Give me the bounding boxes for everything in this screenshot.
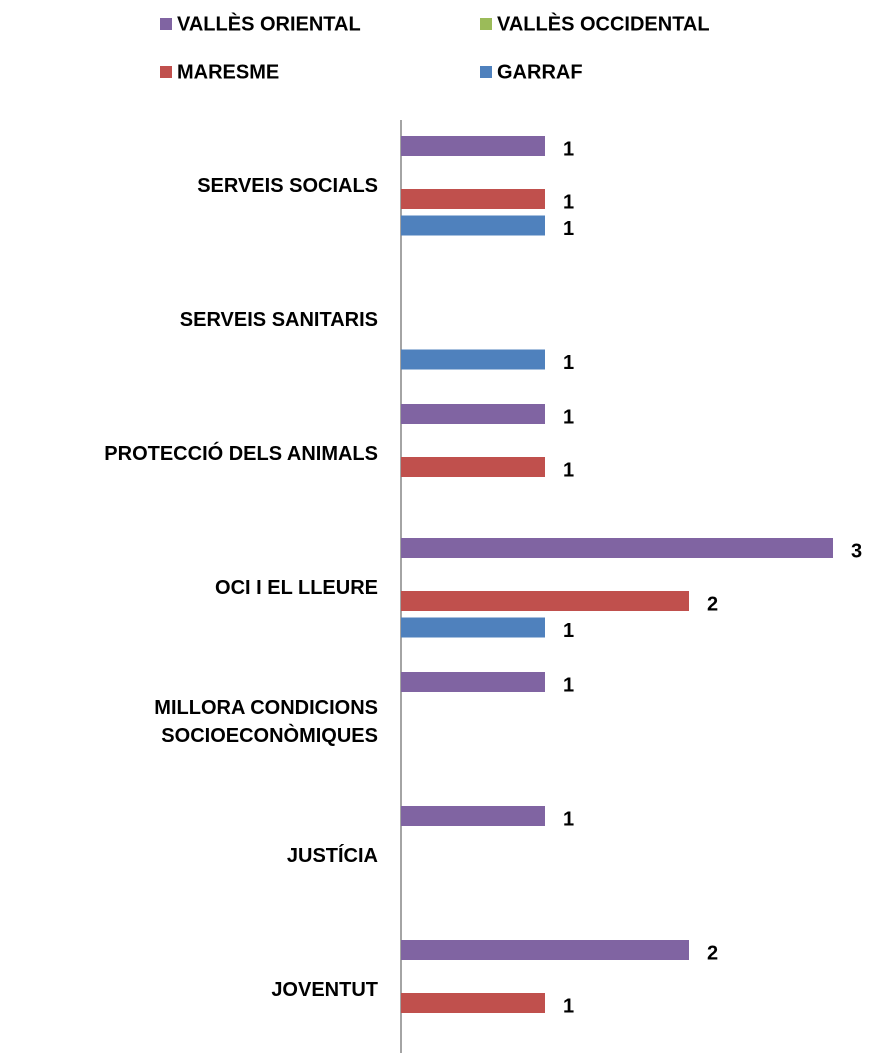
legend-swatch	[160, 18, 172, 30]
bar	[401, 672, 545, 692]
category-label: MILLORA CONDICIONS SOCIOECONÒMIQUES	[154, 696, 378, 747]
value-label: 2	[707, 942, 718, 964]
value-label: 1	[563, 352, 574, 374]
legend-label: GARRAF	[497, 61, 583, 83]
value-label: 1	[563, 406, 574, 428]
value-label: 2	[707, 593, 718, 615]
bar	[401, 993, 545, 1013]
legend-label: VALLÈS ORIENTAL	[177, 12, 361, 35]
bar	[401, 617, 545, 638]
value-label: 1	[563, 459, 574, 481]
value-label: 3	[851, 540, 862, 562]
value-label: 1	[563, 138, 574, 160]
bar	[401, 538, 833, 558]
bar	[401, 806, 545, 826]
value-label: 1	[563, 620, 574, 642]
legend-swatch	[480, 18, 492, 30]
bar	[401, 940, 689, 960]
value-label: 1	[563, 191, 574, 213]
bar	[401, 591, 689, 611]
value-label: 1	[563, 218, 574, 240]
category-label: JUSTÍCIA	[286, 844, 378, 867]
category-label: SERVEIS SOCIALS	[197, 174, 378, 197]
bar	[401, 404, 545, 424]
legend-swatch	[480, 66, 492, 78]
legend-label: MARESME	[177, 61, 279, 83]
legend-swatch	[160, 66, 172, 78]
value-label: 1	[563, 995, 574, 1017]
category-label: OCI I EL LLEURE	[215, 576, 378, 599]
bar	[401, 215, 545, 236]
category-label: JOVENTUT	[271, 978, 378, 1001]
bar	[401, 457, 545, 477]
value-label: 1	[563, 674, 574, 696]
legend-label: VALLÈS OCCIDENTAL	[497, 12, 710, 35]
value-label: 1	[563, 808, 574, 830]
category-label: SERVEIS SANITARIS	[179, 308, 378, 331]
category-label: PROTECCIÓ DELS ANIMALS	[104, 442, 378, 465]
bar	[401, 349, 545, 370]
bar	[401, 189, 545, 209]
bar	[401, 136, 545, 156]
